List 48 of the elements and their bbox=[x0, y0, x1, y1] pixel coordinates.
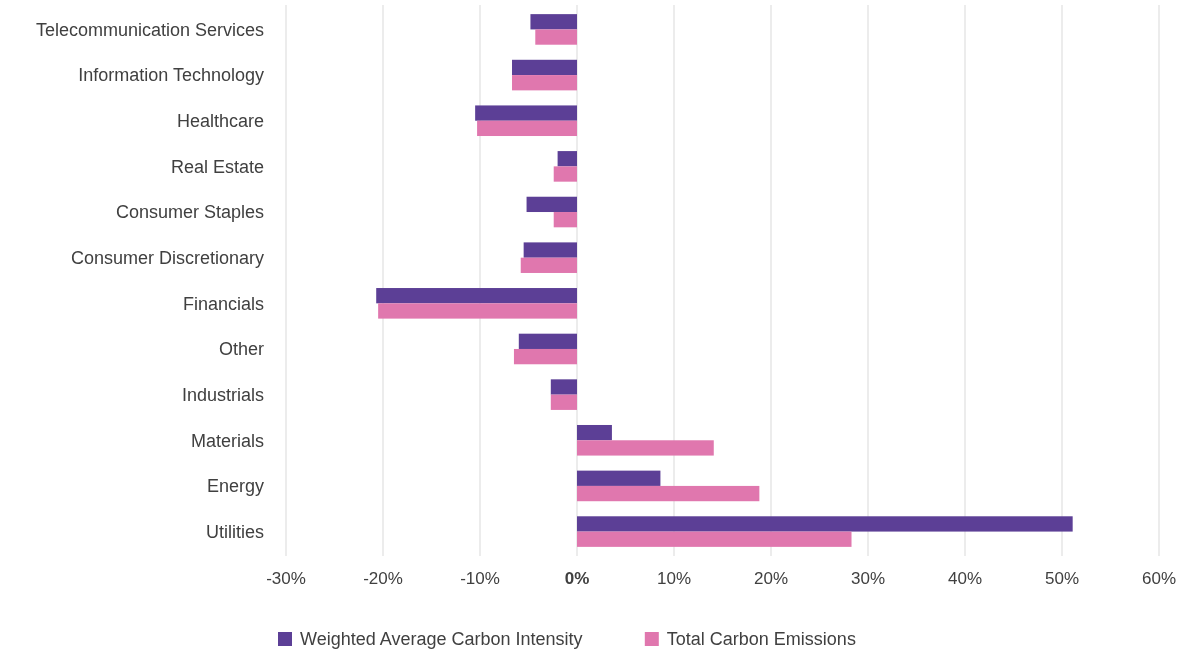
bar bbox=[475, 105, 577, 121]
bar bbox=[577, 531, 852, 547]
y-tick-label: Utilities bbox=[205, 521, 264, 542]
x-tick-label: 20% bbox=[753, 569, 789, 588]
bar bbox=[557, 151, 577, 167]
x-tick-label: 0% bbox=[564, 569, 590, 588]
bar bbox=[577, 424, 612, 441]
bar bbox=[535, 29, 577, 45]
x-tick-label: -20% bbox=[363, 569, 403, 588]
bar bbox=[577, 440, 714, 456]
x-tick-label: -10% bbox=[460, 569, 500, 588]
bar bbox=[477, 120, 577, 137]
y-tick-label: Consumer Discretionary bbox=[70, 247, 264, 268]
x-tick-label: 50% bbox=[1044, 569, 1080, 588]
y-tick-label: Information Technology bbox=[78, 65, 264, 86]
y-tick-label: Energy bbox=[206, 476, 264, 497]
bar bbox=[550, 394, 577, 410]
legend-label: Weighted Average Carbon Intensity bbox=[300, 629, 583, 650]
bar bbox=[520, 257, 577, 273]
y-tick-label: Healthcare bbox=[176, 111, 264, 132]
y-tick-label: Real Estate bbox=[170, 156, 264, 177]
y-tick-label: Financials bbox=[182, 293, 264, 314]
bar bbox=[513, 348, 577, 365]
y-tick-label: Industrials bbox=[181, 384, 264, 405]
y-tick-label: Telecommunication Services bbox=[35, 19, 264, 40]
bar bbox=[512, 75, 577, 91]
y-tick-label: Consumer Staples bbox=[115, 202, 264, 223]
bar bbox=[530, 14, 577, 30]
x-tick-label: 30% bbox=[850, 569, 886, 588]
bar bbox=[553, 212, 577, 228]
bar bbox=[577, 516, 1073, 532]
bar bbox=[518, 333, 577, 349]
x-tick-label: 10% bbox=[656, 569, 692, 588]
legend-label: Total Carbon Emissions bbox=[666, 629, 856, 650]
bar bbox=[526, 196, 577, 213]
x-tick-label: -30% bbox=[266, 569, 306, 588]
bar bbox=[553, 166, 577, 182]
y-tick-label: Other bbox=[218, 339, 264, 360]
bar bbox=[512, 59, 577, 76]
bar bbox=[577, 470, 661, 486]
bar bbox=[378, 303, 577, 319]
x-tick-label: 40% bbox=[947, 569, 983, 588]
bar bbox=[523, 242, 577, 258]
y-tick-label: Materials bbox=[190, 430, 264, 451]
bar bbox=[577, 485, 760, 502]
bar bbox=[376, 288, 577, 304]
x-tick-label: 60% bbox=[1141, 569, 1177, 588]
bar bbox=[550, 379, 577, 395]
